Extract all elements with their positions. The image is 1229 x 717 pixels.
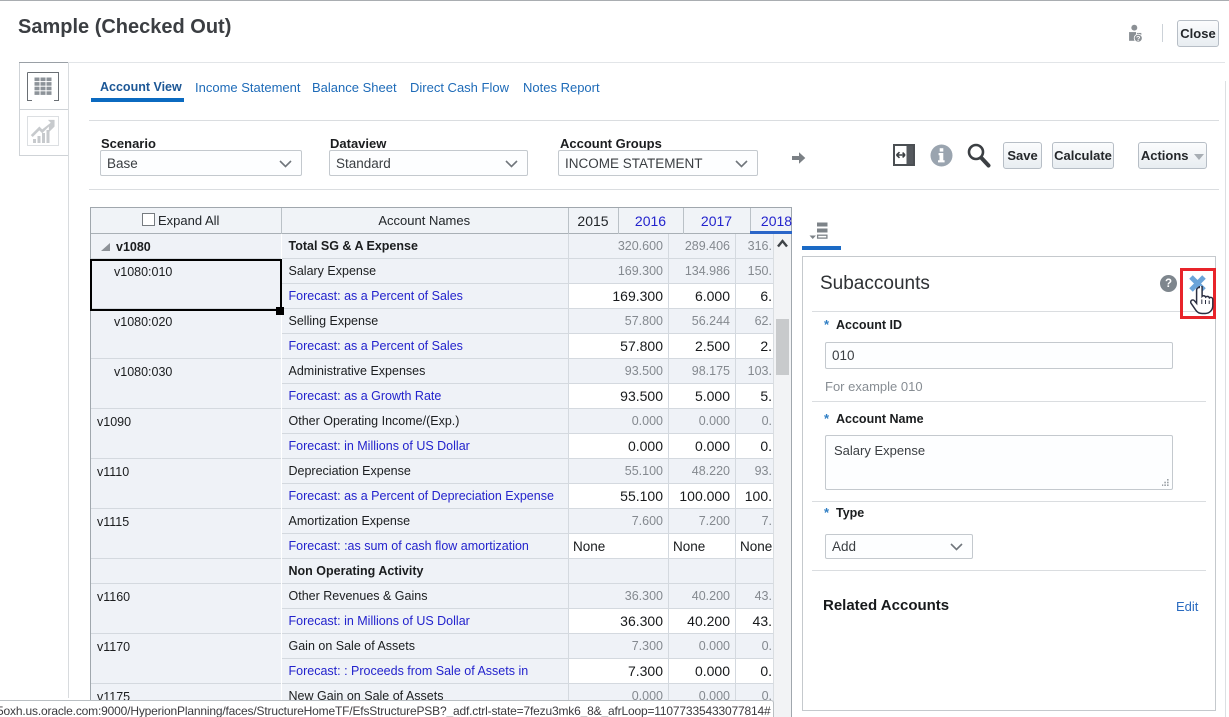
svg-text:?: ?	[1136, 34, 1141, 43]
